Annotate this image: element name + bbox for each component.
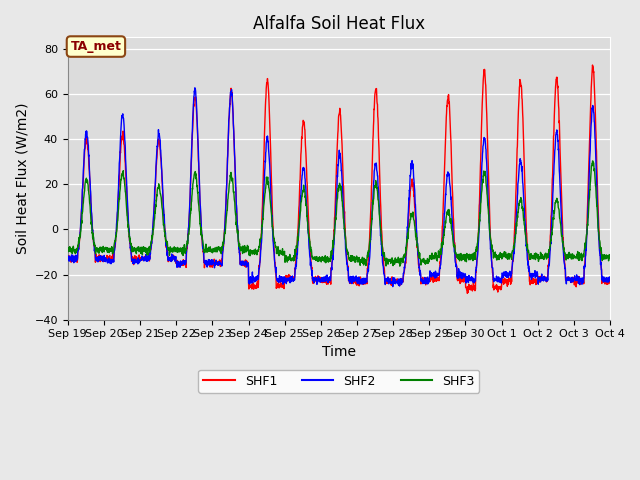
Y-axis label: Soil Heat Flux (W/m2): Soil Heat Flux (W/m2) xyxy=(15,103,29,254)
X-axis label: Time: Time xyxy=(322,345,356,359)
Title: Alfalfa Soil Heat Flux: Alfalfa Soil Heat Flux xyxy=(253,15,425,33)
Text: TA_met: TA_met xyxy=(70,40,122,53)
Legend: SHF1, SHF2, SHF3: SHF1, SHF2, SHF3 xyxy=(198,370,479,393)
